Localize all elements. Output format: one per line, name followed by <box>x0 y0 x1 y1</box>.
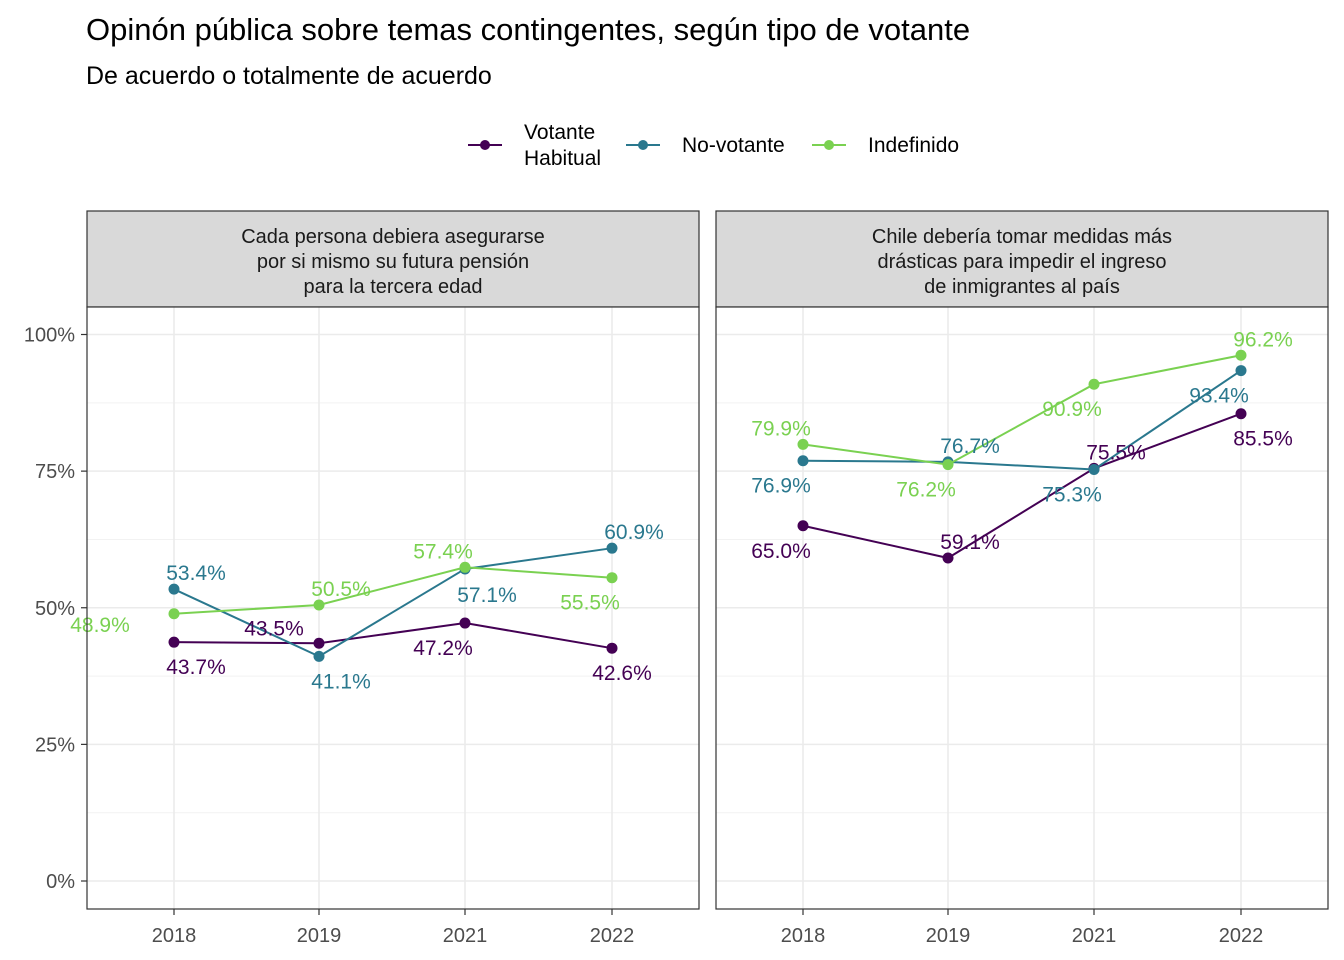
data-label: 42.6% <box>592 662 652 685</box>
data-point <box>797 438 809 450</box>
x-tick-label: 2019 <box>297 925 342 947</box>
chart-subtitle: De acuerdo o totalmente de acuerdo <box>86 62 492 90</box>
legend-key-point <box>638 140 648 150</box>
data-point <box>797 520 809 532</box>
data-label: 55.5% <box>560 592 620 615</box>
legend: Votante Habitual No-votante Indefinido <box>468 121 959 170</box>
panel-strip-title: de inmigrantes al país <box>924 276 1120 298</box>
data-label: 76.9% <box>751 475 811 498</box>
data-label: 79.9% <box>751 417 811 440</box>
data-point <box>459 561 471 573</box>
legend-label: Votante <box>524 121 595 144</box>
data-point <box>1235 408 1247 420</box>
data-point <box>1088 378 1100 390</box>
y-tick-label: 50% <box>35 598 75 620</box>
data-label: 76.2% <box>896 479 956 502</box>
panel-strip-title: drásticas para impedir el ingreso <box>877 251 1166 273</box>
data-point <box>459 617 471 629</box>
legend-item-2: Indefinido <box>812 134 959 157</box>
legend-item-0: Votante Habitual <box>468 121 601 170</box>
data-point <box>313 650 325 662</box>
y-tick-label: 100% <box>24 325 75 347</box>
data-label: 48.9% <box>70 614 130 637</box>
panel-strip-title: por si mismo su futura pensión <box>257 251 529 273</box>
legend-key-point <box>480 140 490 150</box>
data-label: 43.5% <box>244 617 304 640</box>
legend-label: Indefinido <box>868 134 959 157</box>
series-2 <box>797 349 1247 471</box>
panel-strip-title: para la tercera edad <box>303 276 482 298</box>
panel-strip <box>86 210 700 308</box>
data-point <box>1235 365 1247 377</box>
data-point <box>313 599 325 611</box>
panel-1: Chile debería tomar medidas más drásticas… <box>715 210 1329 947</box>
panel-strip-title: Cada persona debiera asegurarse <box>241 226 545 248</box>
series-line <box>173 566 613 615</box>
x-tick-label: 2019 <box>926 925 971 947</box>
data-point <box>942 459 954 471</box>
data-point <box>168 583 180 595</box>
chart-title: Opinón pública sobre temas contingentes,… <box>86 12 970 47</box>
chart-panels: Cada persona debiera asegurarse por si mi… <box>24 210 1329 947</box>
data-label: 47.2% <box>413 637 473 660</box>
data-point <box>606 542 618 554</box>
series-line <box>802 412 1242 560</box>
y-tick-label: 25% <box>35 734 75 756</box>
x-tick-label: 2021 <box>1072 925 1117 947</box>
x-tick-label: 2018 <box>781 925 826 947</box>
data-point <box>168 636 180 648</box>
data-point <box>1088 463 1100 475</box>
x-tick-label: 2018 <box>152 925 197 947</box>
data-point <box>606 572 618 584</box>
panel-border <box>715 306 1329 910</box>
data-label: 57.1% <box>457 584 517 607</box>
data-point <box>942 552 954 564</box>
data-label: 90.9% <box>1042 398 1102 421</box>
data-point <box>1235 349 1247 361</box>
data-point <box>313 637 325 649</box>
legend-label: Habitual <box>524 147 601 170</box>
data-label: 76.7% <box>940 435 1000 458</box>
data-label: 41.1% <box>311 670 371 693</box>
data-point <box>797 455 809 467</box>
data-label: 59.1% <box>940 531 1000 554</box>
panel-strip-title: Chile debería tomar medidas más <box>872 226 1172 248</box>
legend-label: No-votante <box>682 134 785 157</box>
legend-key-point <box>824 140 834 150</box>
y-tick-label: 75% <box>35 461 75 483</box>
data-label: 57.4% <box>413 540 473 563</box>
data-label: 65.0% <box>751 540 811 563</box>
data-label: 53.4% <box>166 562 226 585</box>
series-line <box>173 622 613 650</box>
panel-0: Cada persona debiera asegurarse por si mi… <box>24 210 700 947</box>
data-label: 60.9% <box>604 521 664 544</box>
data-label: 85.5% <box>1233 428 1293 451</box>
panel-strip <box>715 210 1329 308</box>
data-label: 75.5% <box>1086 441 1146 464</box>
data-label: 75.3% <box>1042 483 1102 506</box>
data-label: 93.4% <box>1189 385 1249 408</box>
data-point <box>606 642 618 654</box>
data-label: 50.5% <box>311 578 371 601</box>
data-point <box>168 608 180 620</box>
x-tick-label: 2021 <box>443 925 488 947</box>
series-0 <box>168 617 618 654</box>
series-2 <box>168 561 618 620</box>
series-line <box>173 547 613 658</box>
y-tick-label: 0% <box>46 871 75 893</box>
series-line <box>802 369 1242 471</box>
legend-item-1: No-votante <box>626 134 785 157</box>
data-label: 43.7% <box>166 656 226 679</box>
x-tick-label: 2022 <box>590 925 635 947</box>
data-label: 96.2% <box>1233 328 1293 351</box>
series-line <box>802 354 1242 466</box>
x-tick-label: 2022 <box>1219 925 1264 947</box>
